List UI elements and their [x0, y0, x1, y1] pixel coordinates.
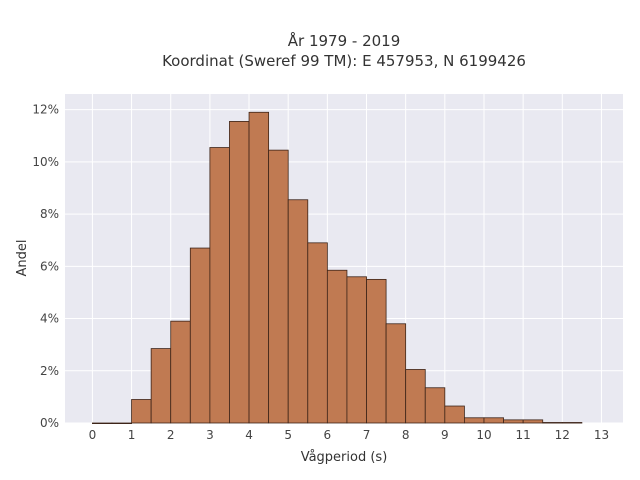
x-tick-label-2: 2: [167, 428, 175, 442]
x-tick-label-10: 10: [476, 428, 491, 442]
bar-9: [268, 149, 289, 424]
x-axis-title: Vågperiod (s): [301, 450, 388, 465]
y-tick-label-1: 2%: [40, 364, 59, 378]
bar-5: [189, 247, 211, 424]
bar-7: [229, 121, 250, 424]
bar-14: [366, 278, 387, 424]
bar-22: [522, 419, 544, 424]
chart-title-line2: Koordinat (Sweref 99 TM): E 457953, N 61…: [162, 52, 526, 70]
x-tick-label-1: 1: [128, 428, 136, 442]
x-tick-label-13: 13: [594, 428, 609, 442]
x-tick-label-3: 3: [206, 428, 214, 442]
bar-20: [483, 417, 504, 424]
bar-24: [561, 422, 583, 424]
bar-1: [111, 422, 132, 425]
x-tick-label-0: 0: [89, 428, 97, 442]
bar-11: [307, 242, 328, 424]
bar-23: [542, 422, 563, 424]
bar-21: [503, 419, 524, 424]
x-tick-label-9: 9: [441, 428, 449, 442]
x-tick-label-6: 6: [324, 428, 332, 442]
y-tick-label-0: 0%: [40, 416, 59, 430]
y-tick-label-6: 12%: [32, 103, 59, 117]
bar-17: [424, 387, 446, 424]
y-axis-ticks: 0% 2% 4% 6% 8% 10% 12%: [32, 103, 59, 430]
x-tick-label-11: 11: [516, 428, 531, 442]
bar-16: [405, 369, 426, 424]
bar-3: [150, 348, 172, 424]
x-axis-ticks: 0 1 2 3 4 5 6 7 8 9 10 11 12 13: [89, 428, 610, 442]
bar-6: [209, 147, 230, 424]
bar-15: [385, 323, 407, 424]
x-tick-label-8: 8: [402, 428, 410, 442]
y-tick-label-5: 10%: [32, 155, 59, 169]
y-tick-label-4: 8%: [40, 207, 59, 221]
x-tick-label-7: 7: [363, 428, 371, 442]
bar-0: [92, 422, 113, 425]
x-tick-label-4: 4: [245, 428, 253, 442]
chart-title-line1: År 1979 - 2019: [288, 31, 401, 50]
x-tick-label-5: 5: [284, 428, 292, 442]
bars: [92, 111, 583, 425]
y-tick-label-3: 6%: [40, 259, 59, 273]
y-axis-title: Andel: [15, 240, 30, 277]
x-tick-label-12: 12: [555, 428, 570, 442]
bar-2: [131, 399, 152, 424]
bar-19: [464, 417, 485, 424]
bar-4: [170, 320, 191, 424]
bar-12: [326, 269, 348, 424]
bar-10: [287, 199, 309, 424]
bar-13: [346, 276, 367, 424]
bar-18: [444, 405, 465, 424]
bar-8: [248, 111, 270, 424]
y-tick-label-2: 4%: [40, 312, 59, 326]
